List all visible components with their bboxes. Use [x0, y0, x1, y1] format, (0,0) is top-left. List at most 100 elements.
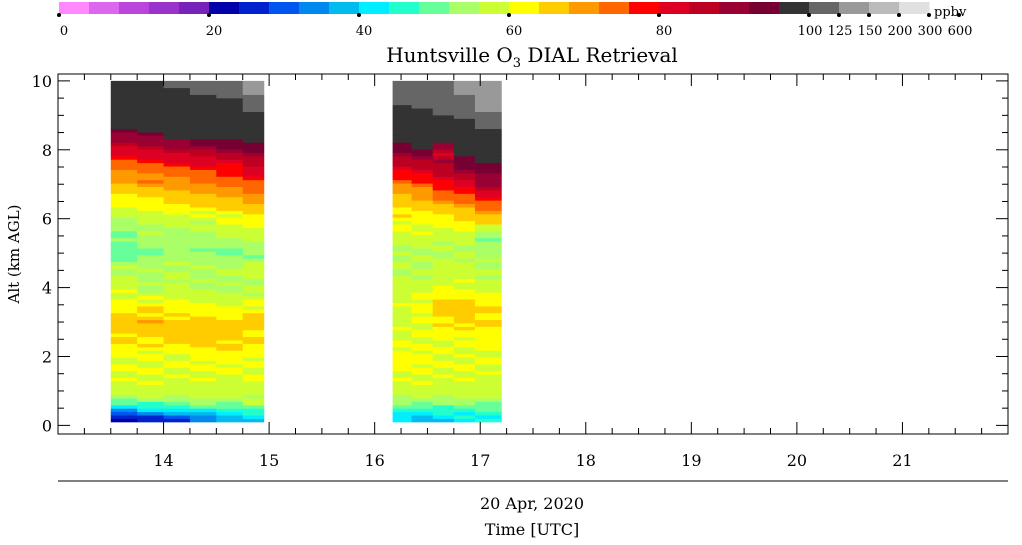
ozone-cell: [137, 282, 164, 286]
ozone-cell: [242, 196, 265, 201]
ozone-cell: [411, 394, 434, 399]
ozone-cell: [137, 190, 164, 194]
ozone-cell: [216, 241, 244, 245]
colorbar-swatch: [869, 2, 900, 14]
ozone-cell: [392, 329, 413, 334]
ozone-cell: [432, 149, 455, 153]
ozone-cell: [110, 104, 138, 109]
ozone-cell: [189, 363, 217, 368]
ozone-cell: [411, 114, 434, 119]
ozone-cell: [189, 213, 217, 218]
ozone-cell: [163, 138, 191, 143]
ozone-cell: [474, 237, 502, 242]
ozone-cell: [474, 251, 502, 256]
ozone-cell: [137, 200, 164, 205]
ozone-cell: [453, 152, 476, 157]
colorbar-tick-label: 200: [888, 24, 913, 39]
ozone-cell: [163, 312, 191, 317]
ozone-cell: [242, 316, 265, 321]
colorbar-swatch: [779, 2, 810, 14]
ozone-cell: [110, 227, 138, 232]
ozone-cell: [432, 340, 455, 344]
ozone-cell: [242, 275, 265, 280]
ozone-cell: [216, 258, 244, 263]
ozone-cell: [474, 114, 502, 119]
ozone-cell: [242, 183, 265, 188]
ozone-cell: [453, 104, 476, 109]
ozone-cell: [432, 145, 455, 150]
ozone-cell: [216, 398, 244, 402]
ozone-cell: [242, 213, 265, 218]
ozone-cell: [432, 91, 455, 95]
ozone-cell: [137, 367, 164, 372]
ozone-cell: [216, 145, 244, 150]
ozone-cell: [453, 87, 476, 92]
ozone-cell: [392, 176, 413, 181]
ozone-cell: [163, 309, 191, 314]
ozone-cell: [216, 404, 244, 409]
ozone-cell: [432, 312, 455, 317]
ozone-cell: [242, 132, 265, 136]
ozone-cell: [392, 305, 413, 310]
ozone-cell: [163, 398, 191, 402]
ozone-cell: [189, 186, 217, 191]
ozone-cell: [216, 353, 244, 358]
ozone-cell: [453, 353, 476, 358]
ozone-cell: [242, 312, 265, 317]
ozone-cell: [137, 80, 164, 85]
ozone-cell: [163, 87, 191, 92]
colorbar-tick-label: 100: [798, 24, 823, 39]
ozone-cell: [392, 254, 413, 259]
ozone-cell: [216, 244, 244, 249]
ozone-cell: [242, 282, 265, 286]
ozone-cell: [189, 360, 217, 365]
ozone-cell: [242, 404, 265, 409]
ozone-cell: [242, 374, 265, 379]
ozone-cell: [163, 142, 191, 147]
ozone-cell: [163, 210, 191, 215]
ozone-cell: [474, 415, 502, 419]
colorbar-swatch: [749, 2, 780, 14]
ozone-cell: [163, 193, 191, 198]
ozone-cell: [474, 387, 502, 392]
ozone-cell: [392, 309, 413, 314]
ozone-cell: [137, 166, 164, 170]
ozone-cell: [392, 377, 413, 382]
ozone-cell: [432, 179, 455, 184]
ozone-cell: [110, 142, 138, 147]
ozone-cell: [189, 166, 217, 170]
ozone-cell: [110, 183, 138, 188]
ozone-cell: [474, 125, 502, 130]
ozone-cell: [189, 367, 217, 372]
ozone-cell: [411, 411, 434, 416]
ozone-cell: [189, 87, 217, 92]
ozone-cell: [163, 241, 191, 245]
ozone-cell: [137, 203, 164, 208]
ozone-cell: [137, 207, 164, 211]
ozone-cell: [110, 145, 138, 150]
ozone-cell: [411, 381, 434, 385]
ozone-cell: [474, 350, 502, 355]
ozone-cell: [216, 80, 244, 85]
ozone-cell: [189, 357, 217, 361]
ozone-cell: [432, 155, 455, 160]
ozone-cell: [189, 203, 217, 208]
ozone-cell: [137, 224, 164, 228]
ozone-cell: [216, 125, 244, 130]
colorbar-tick-label: 150: [858, 24, 883, 39]
ozone-cell: [453, 132, 476, 136]
ozone-cell: [453, 309, 476, 314]
ozone-cell: [163, 340, 191, 344]
ozone-cell: [110, 374, 138, 379]
ozone-cell: [432, 333, 455, 338]
ozone-cell: [242, 258, 265, 263]
ozone-cell: [216, 295, 244, 300]
ozone-cell: [411, 299, 434, 303]
ozone-cell: [411, 132, 434, 136]
ozone-cell: [411, 271, 434, 276]
ozone-cell: [432, 138, 455, 143]
ozone-cell: [432, 169, 455, 174]
ozone-cell: [110, 336, 138, 341]
ozone-cell: [189, 149, 217, 153]
ozone-cell: [137, 142, 164, 147]
